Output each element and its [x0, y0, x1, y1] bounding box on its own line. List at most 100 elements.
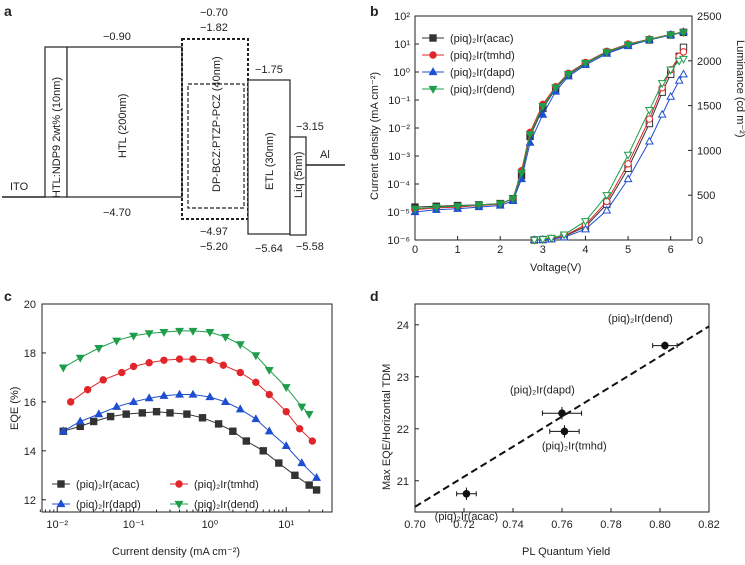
x-tick-label: 10⁻² [46, 519, 68, 531]
y-tick-label: 10⁻¹ [388, 95, 410, 107]
eqe-point [198, 414, 207, 422]
x-tick-label: 0.76 [551, 519, 572, 531]
luminance-point [666, 91, 676, 100]
eqe-point [129, 332, 139, 341]
eqe-point [235, 341, 245, 350]
legend-label: (piq)₂Ir(dapd) [76, 499, 141, 511]
legend-label: (piq)₂Ir(dend) [450, 84, 515, 96]
eml-homo-inner: −4.97 [200, 226, 228, 238]
current-point [517, 169, 526, 178]
eqe-line [63, 330, 310, 415]
eqe-point [312, 472, 322, 481]
y-tick-label: 18 [24, 348, 36, 360]
y2-tick-label: 2500 [697, 11, 721, 23]
plot-b-ylabel: Current density (mA cm⁻²) [369, 72, 381, 200]
etl-homo-value: −5.64 [255, 243, 283, 255]
x-tick-label: 0.82 [698, 519, 719, 531]
luminance-point [644, 106, 654, 115]
plot-c-ylabel: EQE (%) [9, 387, 21, 430]
x-tick-label: 1 [455, 244, 461, 256]
current-point [495, 200, 505, 209]
eqe-point [205, 329, 215, 337]
plot-b-ylabel2: Luminance (cd m⁻²) [734, 40, 745, 138]
luminance-point [679, 69, 688, 78]
current-point [431, 203, 441, 212]
current-point [508, 195, 518, 204]
legend-label: (piq)₂Ir(tmhd) [450, 50, 515, 62]
legend-label: (piq)₂Ir(tmhd) [194, 479, 259, 491]
eqe-point [281, 441, 291, 450]
eqe-point [175, 389, 184, 398]
y-tick-label: 20 [24, 299, 36, 311]
eqe-point [94, 409, 104, 418]
legend-marker [428, 85, 438, 94]
eqe-point [112, 337, 122, 346]
eqe-point [67, 398, 75, 406]
legend-marker [429, 51, 437, 59]
htl-label: HTL (200nm) [117, 94, 129, 158]
y2-tick-label: 1500 [697, 101, 721, 113]
eqe-point [166, 409, 174, 417]
panel-a: a ITO HTL:NDP9 2wt% (10nm) HTL (200nm) −… [2, 3, 345, 255]
eqe-point [264, 366, 274, 375]
eqe-point [297, 403, 307, 412]
plot-b-ticks: 0 1 2 3 4 5 6 10⁻⁶ 10⁻⁵ 10⁻⁴ 10⁻³ 10⁻² 10⁻¹ 10⁰ 10¹ 10²… [387, 11, 721, 256]
x-tick-label: 6 [668, 244, 674, 256]
legend-label: (piq)₂Ir(acac) [450, 33, 514, 45]
luminance-point [623, 151, 633, 160]
fit-line [414, 325, 710, 508]
luminance-point [645, 115, 654, 123]
current-point [644, 36, 654, 45]
legend-marker [428, 67, 438, 76]
x-tick-label: 0.72 [453, 519, 474, 531]
plot-b-xlabel: Voltage(V) [530, 262, 581, 274]
panel-label-d: d [370, 288, 379, 304]
y-tick-label: 10⁻⁶ [387, 235, 410, 247]
eml-lumo-outer: −0.70 [200, 7, 228, 19]
eqe-point [183, 410, 191, 418]
eqe-point [122, 410, 130, 418]
liq-box [289, 136, 307, 236]
eqe-point [144, 393, 154, 402]
current-point [453, 203, 463, 212]
eqe-point [160, 356, 168, 364]
y2-tick-label: 0 [697, 235, 703, 247]
legend-marker [56, 499, 66, 508]
current-point [563, 70, 573, 79]
luminance-point [581, 218, 590, 227]
y-tick-label: 10⁻² [388, 123, 410, 135]
x-tick-label: 5 [625, 244, 631, 256]
x-tick-label: 10⁻¹ [123, 519, 145, 531]
y-tick-label: 10⁻³ [388, 151, 410, 163]
legend-marker [57, 480, 65, 488]
luminance-point [679, 55, 688, 64]
x-tick-label: 10⁰ [202, 519, 219, 531]
current-point [581, 59, 590, 68]
liq-lumo-value: −3.15 [296, 121, 324, 133]
y-tick-label: 14 [24, 446, 36, 458]
y2-tick-label: 500 [697, 190, 715, 202]
eqe-point [94, 344, 104, 353]
panel-label-b: b [370, 3, 379, 19]
plot-d-ticks: 0.70 0.72 0.74 0.76 0.78 0.80 0.82 21 22 23 24 [397, 320, 720, 531]
eqe-point [221, 397, 230, 405]
eqe-point [145, 359, 153, 367]
etl-box [247, 79, 291, 235]
eqe-point [251, 352, 261, 361]
eqe-point [214, 420, 223, 428]
eqe-point [265, 390, 273, 399]
y-tick-label: 10¹ [394, 39, 410, 51]
eqe-point [297, 458, 307, 467]
eqe-point [229, 427, 237, 435]
current-point [623, 41, 633, 50]
y2-tick-label: 1000 [697, 145, 721, 157]
eqe-point [112, 401, 122, 410]
x-tick-label: 4 [582, 244, 588, 256]
current-point [525, 131, 535, 140]
y-tick-label: 21 [397, 476, 409, 488]
x-tick-label: 2 [497, 244, 503, 256]
y2-tick-label: 2000 [697, 56, 721, 68]
eqe-point [189, 355, 197, 363]
eqe-point [75, 416, 85, 425]
